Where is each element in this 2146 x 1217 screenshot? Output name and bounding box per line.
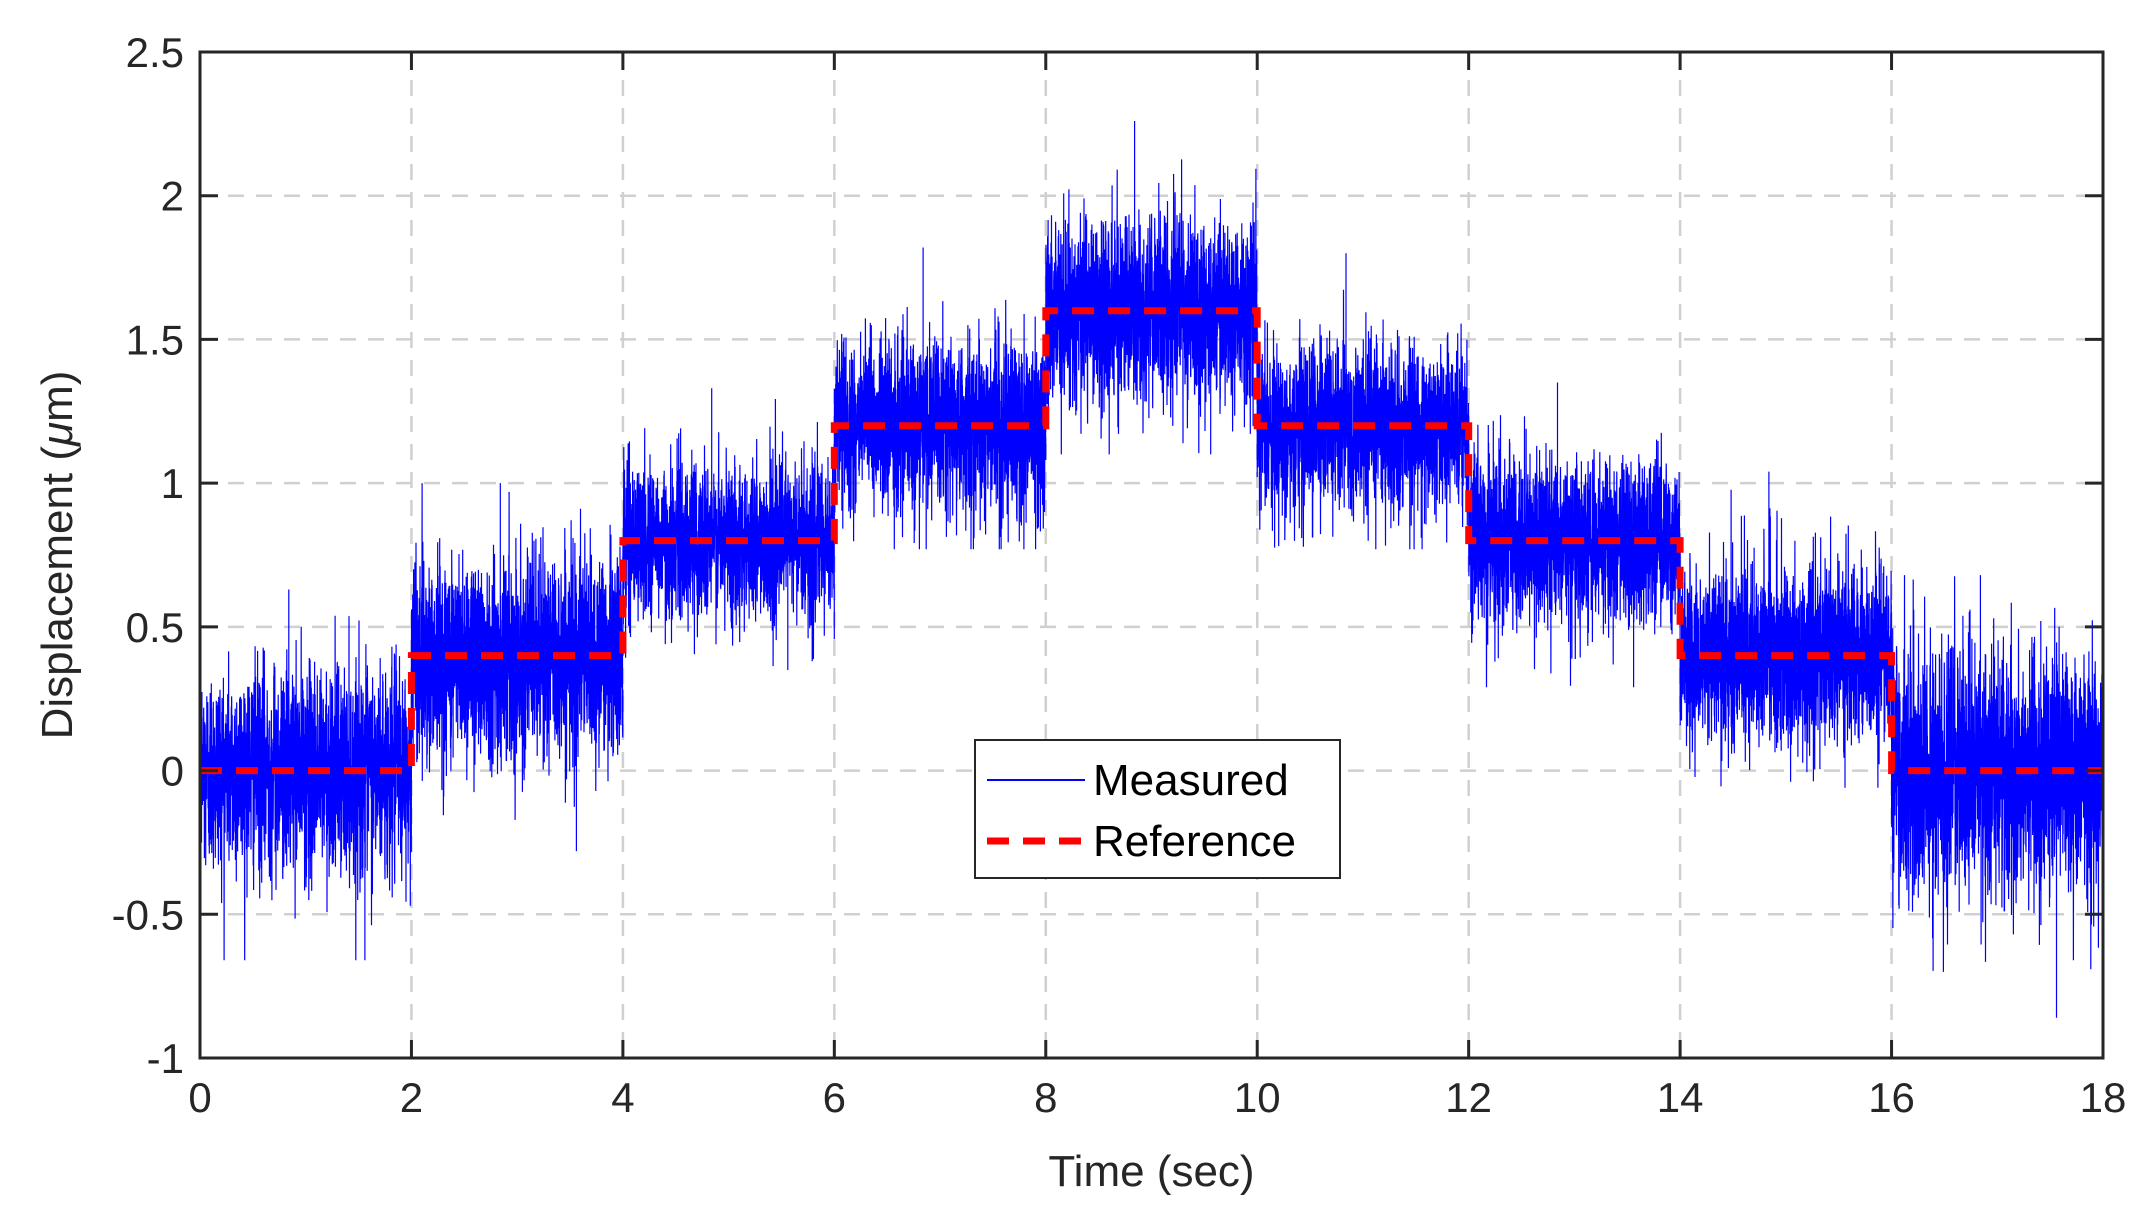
y-tick-label: 2.5 [126, 29, 184, 76]
measured-segment-5 [1045, 121, 1258, 455]
measured-segment-8 [1679, 471, 1893, 788]
y-tick-label: 1 [161, 460, 184, 507]
x-tick-label: 2 [400, 1074, 423, 1121]
measured-segment-3 [622, 388, 835, 670]
y-tick-label: -0.5 [112, 891, 184, 938]
x-tick-label: 8 [1034, 1074, 1057, 1121]
x-tick-label: 0 [188, 1074, 211, 1121]
x-tick-label: 4 [611, 1074, 634, 1121]
legend-label-measured: Measured [1093, 756, 1289, 805]
reference-series [200, 307, 2103, 775]
y-tick-label: -1 [147, 1035, 184, 1082]
legend: Measured Reference [974, 739, 1341, 879]
x-tick-label: 12 [1445, 1074, 1492, 1121]
x-tick-label: 10 [1234, 1074, 1281, 1121]
y-tick-label: 1.5 [126, 316, 184, 363]
measured-segment-1 [199, 589, 412, 961]
measured-segment-9 [1891, 575, 2104, 1018]
x-tick-label: 16 [1868, 1074, 1915, 1121]
y-axis-label-symbol: μ [33, 422, 82, 447]
y-axis-label-suffix: m) [33, 371, 82, 422]
measured-segment-6 [1256, 253, 1470, 550]
y-axis-label-prefix: Displacement ( [33, 446, 82, 740]
x-axis-label: Time (sec) [1048, 1147, 1254, 1196]
measured-segment-2 [410, 483, 624, 852]
reference-line [200, 307, 2103, 775]
y-axis-label: Displacement (μm) [33, 371, 82, 740]
measured-series [199, 121, 2104, 1018]
measured-segment-4 [833, 247, 1047, 550]
y-tick-label: 0.5 [126, 604, 184, 651]
axes-box [198, 50, 2105, 1060]
x-tick-label: 6 [823, 1074, 846, 1121]
legend-label-reference: Reference [1093, 817, 1296, 866]
x-tick-label: 18 [2080, 1074, 2127, 1121]
y-tick-label: 2 [161, 173, 184, 220]
y-tick-label: 0 [161, 748, 184, 795]
x-tick-label: 14 [1657, 1074, 1704, 1121]
tick-labels: 0 2 4 6 8 10 12 14 16 18 -1 -0.5 0 0.5 1 1.5 2 2.5 [112, 29, 2127, 1121]
tick-marks [198, 50, 2105, 1060]
legend-box [974, 739, 1341, 879]
